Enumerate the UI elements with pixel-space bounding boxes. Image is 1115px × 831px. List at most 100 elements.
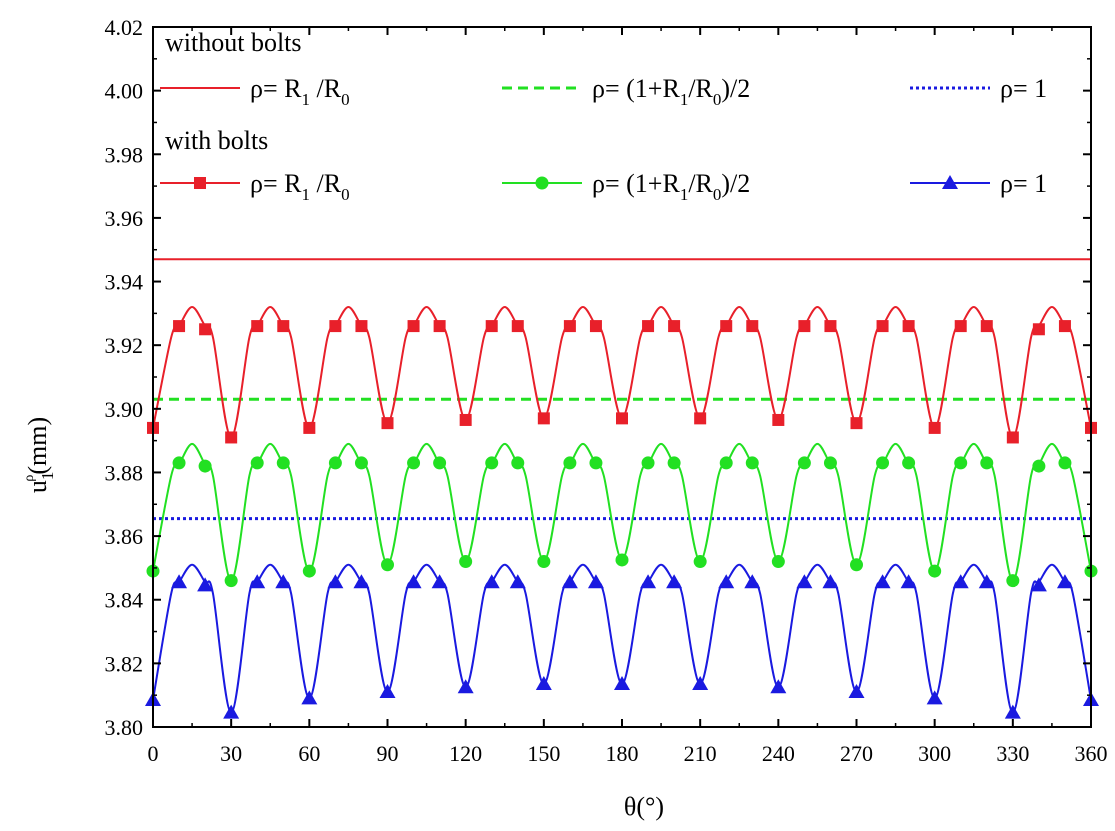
legend-label: ρ= (1+R1/R0)/2 (592, 74, 750, 109)
plot-frame (152, 26, 1092, 728)
data-point (693, 555, 707, 569)
data-point (824, 320, 837, 333)
data-point (277, 320, 290, 333)
data-point (199, 323, 212, 336)
data-point (171, 574, 188, 589)
data-point (563, 456, 577, 470)
series-with-bolts-3 (145, 563, 1099, 719)
legend-marker (194, 177, 206, 189)
data-point (692, 676, 709, 691)
data-point (381, 558, 394, 572)
y-axis-title: u1ρ(mm) (22, 417, 57, 493)
data-point (379, 684, 396, 698)
data-point (720, 320, 733, 333)
data-point (249, 574, 266, 589)
data-point (431, 574, 448, 589)
x-tick-label: 180 (606, 741, 639, 766)
y-axis-title-tail: (mm) (23, 417, 52, 475)
data-point (561, 574, 578, 589)
data-point (327, 574, 344, 589)
series-layer (145, 258, 1099, 719)
data-point (954, 320, 967, 333)
data-point (850, 417, 863, 430)
data-point (381, 417, 394, 430)
series-line-with-bolts-3 (152, 563, 1092, 714)
data-point (1032, 323, 1045, 336)
data-point (978, 574, 995, 589)
data-point (926, 690, 943, 705)
data-point (876, 320, 889, 333)
data-point (902, 320, 915, 333)
data-point (900, 574, 917, 589)
legend-marker (535, 176, 549, 190)
legend-entry: ρ= (1+R1/R0)/2 (502, 169, 750, 204)
series-with-bolts-2 (146, 442, 1098, 588)
axis-ticks: 0 30 60 90 120 150 180 210 240 270 300 330 360 3.80 3.… (105, 15, 1108, 766)
data-point (614, 676, 630, 691)
x-tick-label: 30 (220, 741, 242, 766)
data-point (796, 574, 813, 589)
data-point (928, 564, 942, 578)
data-point (1032, 459, 1046, 473)
y-tick-label: 3.96 (105, 206, 144, 231)
data-point (172, 456, 186, 470)
data-point (772, 413, 785, 426)
legend-label: ρ= (1+R1/R0)/2 (592, 169, 750, 204)
data-point (952, 574, 969, 589)
data-point (198, 459, 212, 473)
x-tick-label: 270 (840, 741, 873, 766)
data-point (902, 456, 916, 470)
data-point (719, 456, 733, 470)
y-tick-label: 3.84 (105, 588, 144, 613)
data-point (823, 456, 837, 470)
data-point (771, 555, 785, 569)
series-with-bolts-1 (147, 305, 1097, 444)
data-point (275, 574, 292, 589)
legend-marker (942, 175, 958, 189)
data-point (667, 456, 681, 470)
y-tick-label: 3.94 (105, 270, 144, 295)
y-tick-label: 4.00 (105, 79, 144, 104)
y-axis-title-sup: ρ (22, 475, 37, 482)
data-point (459, 555, 473, 569)
plot-border (152, 26, 1092, 728)
y-tick-label: 4.02 (105, 15, 144, 40)
data-point (980, 320, 993, 333)
legend-entry: ρ= 1 (910, 169, 1047, 198)
legend-entry: ρ= (1+R1/R0)/2 (502, 74, 750, 109)
data-point (251, 320, 264, 333)
data-point (355, 320, 368, 333)
data-point (848, 684, 865, 698)
data-point (354, 456, 368, 470)
data-point (744, 574, 761, 589)
x-tick-label: 120 (449, 741, 482, 766)
data-point (224, 574, 238, 588)
data-point (668, 320, 681, 333)
data-point (642, 320, 655, 333)
y-tick-label: 3.82 (105, 651, 144, 676)
data-point (457, 679, 474, 694)
data-point (954, 456, 968, 470)
data-point (537, 555, 551, 569)
data-point (405, 574, 422, 589)
data-point (433, 456, 447, 470)
data-point (197, 577, 214, 592)
data-point (746, 320, 759, 333)
data-point (1004, 704, 1021, 719)
y-tick-label: 3.88 (105, 460, 144, 485)
data-point (223, 704, 240, 719)
data-point (616, 412, 628, 425)
data-point (1030, 577, 1047, 592)
data-point (874, 574, 891, 589)
data-point (798, 320, 811, 333)
data-point (641, 456, 655, 470)
data-point (1058, 456, 1072, 470)
data-point (302, 564, 316, 578)
y-axis-title-main: u (23, 480, 52, 493)
x-tick-label: 60 (298, 741, 320, 766)
data-point (589, 320, 602, 333)
x-tick-label: 150 (527, 741, 560, 766)
x-tick-label: 360 (1075, 741, 1108, 766)
y-tick-label: 3.92 (105, 333, 144, 358)
